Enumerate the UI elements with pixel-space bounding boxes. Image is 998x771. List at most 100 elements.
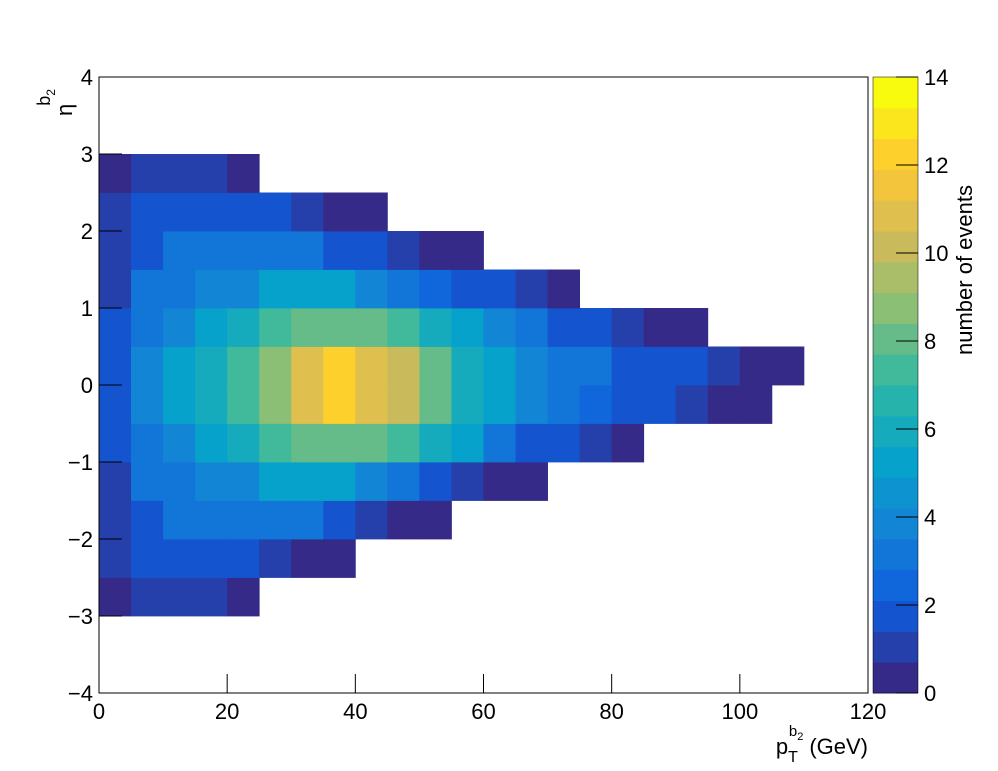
cell xyxy=(612,655,644,694)
cell xyxy=(548,193,580,232)
cell xyxy=(804,193,836,232)
cell xyxy=(195,154,228,193)
cell xyxy=(419,231,452,270)
cell xyxy=(259,423,292,463)
cell xyxy=(515,346,548,386)
cell xyxy=(291,346,324,386)
cell xyxy=(740,231,772,270)
cell xyxy=(163,308,196,347)
cell xyxy=(227,308,260,347)
cell xyxy=(227,539,260,578)
cell xyxy=(323,539,356,578)
cell xyxy=(99,539,132,578)
cell xyxy=(515,385,548,424)
cell xyxy=(355,423,388,463)
cell xyxy=(644,116,676,155)
x-tick-label: 40 xyxy=(343,699,367,724)
cell xyxy=(708,539,740,578)
cell xyxy=(548,462,580,501)
cell xyxy=(483,346,516,386)
cell xyxy=(484,578,516,617)
cell xyxy=(291,423,324,463)
color-band xyxy=(873,231,918,263)
cell xyxy=(708,116,740,155)
x-tick-label: 0 xyxy=(93,699,105,724)
cell xyxy=(291,655,323,694)
cell xyxy=(804,154,836,193)
cell xyxy=(548,616,580,655)
cell xyxy=(515,423,548,463)
cell xyxy=(516,193,548,232)
cell xyxy=(355,539,387,578)
cell xyxy=(451,385,484,424)
color-band xyxy=(873,508,918,540)
x-tick-label: 120 xyxy=(850,699,887,724)
cell xyxy=(836,501,868,540)
cell xyxy=(580,231,612,270)
x-title-sup: b xyxy=(789,723,797,740)
cell xyxy=(547,308,581,347)
z-tick-label: 10 xyxy=(924,241,948,266)
cell xyxy=(836,578,868,617)
cell xyxy=(195,655,227,694)
cell xyxy=(451,423,484,463)
cell xyxy=(580,193,612,232)
cell xyxy=(483,385,516,424)
cell xyxy=(451,501,483,540)
cell xyxy=(419,346,452,386)
cell xyxy=(836,231,868,270)
cell xyxy=(516,501,548,540)
cell xyxy=(675,346,709,386)
cell xyxy=(99,116,131,155)
cell xyxy=(580,655,612,694)
cell xyxy=(484,501,516,540)
cell xyxy=(163,539,196,578)
color-band xyxy=(873,200,918,232)
cell xyxy=(836,308,868,347)
z-tick-label: 8 xyxy=(924,329,936,354)
cell xyxy=(676,270,708,309)
cell xyxy=(419,116,451,155)
cell xyxy=(227,577,260,617)
cell xyxy=(259,385,292,424)
cell xyxy=(451,269,484,309)
cell xyxy=(740,655,772,694)
cell xyxy=(836,655,868,694)
cell xyxy=(163,500,196,540)
cell xyxy=(643,308,677,347)
cell xyxy=(804,424,836,463)
cell xyxy=(579,385,613,424)
cell xyxy=(804,270,836,309)
cell xyxy=(804,385,836,424)
cell xyxy=(772,270,804,309)
cell xyxy=(291,539,324,578)
cell xyxy=(355,578,387,617)
cell xyxy=(99,655,131,694)
x-tick-label: 80 xyxy=(599,699,623,724)
cell xyxy=(451,655,483,694)
cell xyxy=(772,77,804,116)
cell xyxy=(323,423,356,463)
cell xyxy=(99,385,132,424)
cell xyxy=(708,270,740,309)
cell xyxy=(323,192,356,232)
cell xyxy=(163,192,196,232)
cell xyxy=(612,193,644,232)
cell xyxy=(804,231,836,270)
cell xyxy=(195,192,228,232)
cell xyxy=(131,616,163,655)
cell xyxy=(451,231,484,270)
cell xyxy=(643,385,677,424)
cell xyxy=(355,77,387,116)
y-title-sup: b xyxy=(34,96,54,106)
cell xyxy=(195,539,228,578)
cell xyxy=(484,231,516,270)
cell xyxy=(323,462,356,501)
cell xyxy=(836,77,868,116)
cell xyxy=(99,192,132,232)
cell xyxy=(772,578,804,617)
cell xyxy=(580,462,612,501)
cell xyxy=(195,462,228,501)
cell xyxy=(99,423,132,463)
cell xyxy=(516,77,548,116)
